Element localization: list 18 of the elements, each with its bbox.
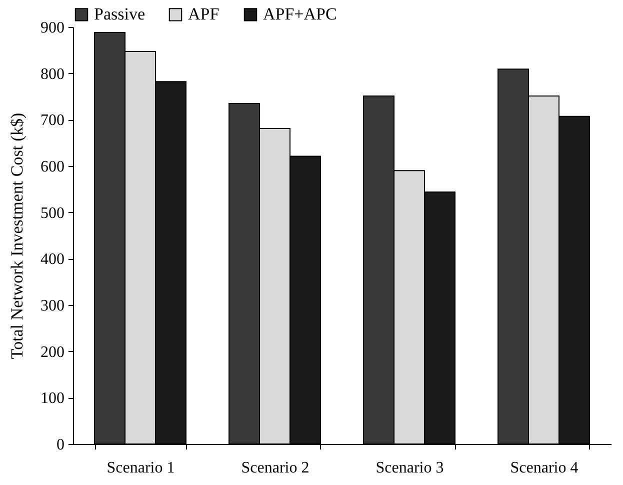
legend-label: APF+APC	[263, 4, 337, 24]
x-tick-label: Scenario 2	[241, 460, 310, 476]
x-tick-label: Scenario 3	[376, 460, 444, 476]
y-tick-label: 800	[40, 66, 64, 83]
x-tick-label: Scenario 4	[510, 460, 578, 476]
y-tick-label: 600	[40, 158, 64, 176]
y-tick-label: 900	[40, 20, 64, 36]
y-tick-label: 300	[40, 298, 64, 314]
y-tick-label: 0	[56, 436, 64, 454]
y-tick-label: 200	[40, 344, 64, 361]
x-tick-label: Scenario 1	[106, 460, 175, 476]
legend-label: Passive	[94, 4, 145, 24]
legend-label: APF	[188, 4, 220, 24]
y-axis-title: Total Network Investment Cost (k$)	[8, 112, 26, 360]
y-tick-label: 700	[40, 112, 64, 130]
y-tick-label: 500	[40, 204, 64, 222]
y-tick-label: 100	[40, 390, 64, 408]
y-tick-label: 400	[40, 251, 64, 268]
